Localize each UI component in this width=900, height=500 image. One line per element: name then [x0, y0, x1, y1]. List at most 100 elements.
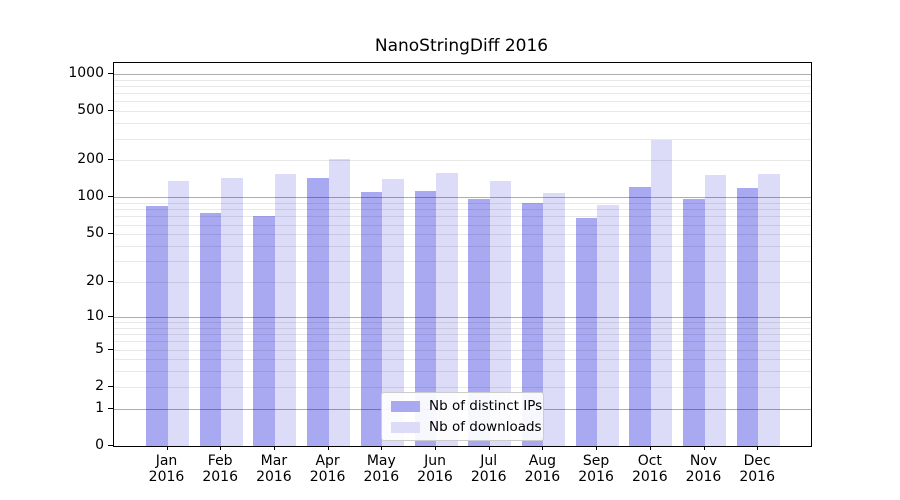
y-tick-label-1000: 1000	[68, 64, 104, 81]
y-axis-tick-0	[108, 445, 113, 446]
bar-distinct-ips-jul	[468, 198, 490, 446]
minor-gridline-50	[114, 234, 811, 236]
minor-gridline-40	[114, 246, 811, 247]
bar-distinct-ips-apr	[307, 177, 329, 446]
legend: Nb of distinct IPs Nb of downloads	[381, 392, 544, 441]
bar-downloads-oct	[650, 139, 673, 446]
minor-gridline-6	[114, 341, 811, 343]
y-axis-tick-10	[108, 315, 113, 317]
bar-distinct-ips-jan	[146, 206, 168, 446]
major-gridline-10	[114, 316, 811, 318]
bar-downloads-dec	[758, 173, 780, 446]
x-axis-tick-mar	[273, 446, 275, 450]
y-tick-label-100: 100	[77, 188, 104, 205]
minor-gridline-300	[114, 138, 811, 140]
major-gridline-1000	[114, 73, 811, 75]
bar-distinct-ips-jun	[414, 191, 436, 446]
y-axis-tick-500	[108, 110, 113, 112]
y-tick-label-20: 20	[86, 273, 104, 290]
y-axis-tick-5	[108, 348, 113, 350]
bar-downloads-mar	[274, 174, 297, 446]
x-tick-label-aug: Aug 2016	[524, 453, 561, 485]
minor-gridline-900	[114, 79, 811, 81]
y-tick-label-2: 2	[95, 377, 104, 394]
y-axis-tick-200	[108, 159, 113, 161]
y-tick-label-500: 500	[77, 102, 104, 119]
minor-gridline-9	[114, 322, 811, 323]
x-axis-tick-apr	[327, 446, 329, 450]
minor-gridline-200	[114, 160, 811, 162]
minor-gridline-3	[114, 371, 811, 373]
bar-downloads-jul	[489, 181, 512, 446]
y-axis-tick-1	[108, 407, 113, 409]
bar-distinct-ips-mar	[253, 215, 275, 446]
y-axis-tick-2	[108, 385, 113, 387]
legend-label-downloads: Nb of downloads	[429, 419, 542, 435]
minor-gridline-90	[114, 203, 811, 205]
bar-distinct-ips-nov	[683, 198, 705, 446]
y-axis-tick-20	[108, 281, 113, 283]
minor-gridline-60	[114, 224, 811, 226]
legend-swatch-distinct-ips	[391, 400, 420, 412]
x-tick-label-jul: Jul 2016	[470, 453, 507, 485]
y-axis-tick-50	[108, 233, 113, 235]
minor-gridline-600	[114, 101, 811, 103]
x-tick-label-nov: Nov 2016	[685, 453, 722, 485]
minor-gridline-4	[114, 359, 811, 361]
plot-area: Nb of distinct IPs Nb of downloads	[113, 62, 812, 447]
legend-item-distinct-ips: Nb of distinct IPs	[382, 398, 543, 415]
bar-downloads-may	[382, 179, 404, 446]
bar-downloads-nov	[704, 175, 726, 446]
bar-distinct-ips-oct	[629, 186, 651, 446]
x-tick-label-jun: Jun 2016	[417, 453, 453, 485]
y-tick-label-200: 200	[77, 151, 104, 168]
minor-gridline-500	[114, 111, 811, 113]
x-tick-label-feb: Feb 2016	[202, 453, 238, 485]
legend-item-downloads: Nb of downloads	[382, 419, 543, 436]
legend-swatch-downloads	[391, 421, 420, 433]
bar-distinct-ips-dec	[736, 187, 759, 446]
y-tick-label-50: 50	[86, 225, 104, 242]
bar-distinct-ips-may	[360, 192, 383, 446]
x-axis-tick-jun	[435, 446, 436, 450]
x-axis-tick-jul	[488, 446, 490, 450]
minor-gridline-700	[114, 93, 811, 95]
minor-gridline-7	[114, 334, 811, 336]
y-tick-label-10: 10	[86, 307, 104, 324]
bar-distinct-ips-aug	[521, 203, 544, 446]
x-tick-label-mar: Mar 2016	[256, 453, 292, 485]
bar-downloads-jun	[436, 172, 458, 446]
x-axis-tick-feb	[220, 446, 222, 450]
minor-gridline-800	[114, 85, 811, 87]
bar-downloads-jan	[167, 181, 189, 446]
x-tick-label-dec: Dec 2016	[739, 453, 775, 485]
bar-distinct-ips-sep	[575, 217, 598, 446]
bar-distinct-ips-feb	[199, 212, 222, 446]
minor-gridline-80	[114, 209, 811, 211]
y-axis-tick-100	[108, 196, 113, 198]
minor-gridline-8	[114, 327, 811, 329]
bar-downloads-feb	[221, 178, 243, 446]
x-tick-label-apr: Apr 2016	[309, 453, 346, 485]
minor-gridline-400	[114, 123, 811, 125]
chart-title: NanoStringDiff 2016	[374, 36, 549, 56]
x-axis-tick-jan	[166, 446, 168, 450]
minor-gridline-20	[114, 282, 811, 284]
x-axis-tick-oct	[649, 446, 651, 450]
bar-downloads-apr	[328, 159, 351, 446]
x-tick-label-oct: Oct 2016	[631, 453, 668, 485]
minor-gridline-70	[114, 216, 811, 218]
x-axis-tick-may	[381, 446, 383, 450]
x-tick-label-may: May 2016	[363, 453, 400, 485]
bar-downloads-sep	[597, 205, 619, 446]
x-tick-label-sep: Sep 2016	[578, 453, 614, 485]
minor-gridline-30	[114, 261, 811, 263]
y-tick-label-5: 5	[95, 340, 104, 357]
y-tick-label-1: 1	[95, 399, 104, 416]
minor-gridline-2	[114, 386, 811, 388]
x-axis-tick-dec	[757, 446, 759, 450]
legend-label-distinct-ips: Nb of distinct IPs	[429, 398, 543, 414]
bar-downloads-aug	[543, 193, 565, 446]
x-axis-tick-aug	[542, 446, 544, 450]
